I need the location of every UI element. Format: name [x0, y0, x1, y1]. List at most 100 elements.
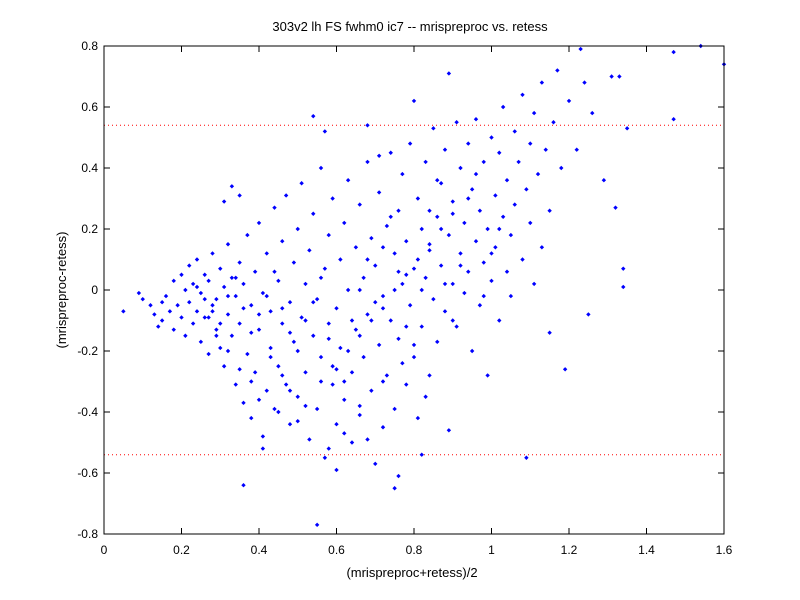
data-point — [423, 394, 428, 399]
data-point — [404, 382, 409, 387]
data-point — [508, 232, 514, 238]
data-point — [268, 345, 273, 351]
data-point — [407, 141, 413, 146]
data-point — [206, 315, 211, 320]
data-point — [311, 211, 316, 216]
data-point — [485, 373, 490, 378]
data-point — [361, 354, 366, 360]
data-point — [330, 196, 335, 201]
data-point — [404, 324, 409, 329]
data-point — [140, 296, 145, 302]
data-point — [562, 367, 568, 372]
data-point — [183, 287, 188, 293]
data-point — [342, 431, 347, 436]
data-point — [318, 165, 324, 171]
data-point — [229, 275, 235, 280]
y-axis-label: (mrispreproc-retess) — [54, 231, 69, 348]
data-point — [435, 178, 440, 183]
data-point — [586, 312, 591, 317]
data-point — [485, 226, 490, 232]
data-point — [237, 193, 242, 198]
data-point — [264, 293, 269, 299]
data-point — [152, 312, 157, 317]
data-point — [365, 123, 370, 128]
data-point — [450, 211, 455, 216]
data-point — [307, 437, 312, 442]
data-point — [396, 473, 401, 479]
data-point — [528, 220, 533, 226]
data-point — [225, 242, 231, 247]
data-point — [369, 388, 374, 393]
data-point — [438, 263, 444, 268]
data-point — [380, 245, 386, 250]
data-point — [473, 239, 479, 244]
data-point — [264, 388, 269, 393]
data-point — [314, 406, 320, 412]
data-point — [272, 269, 277, 274]
data-point — [423, 159, 428, 165]
data-point — [404, 272, 409, 277]
data-point — [225, 293, 231, 299]
data-point — [392, 486, 397, 491]
data-point — [210, 309, 215, 314]
data-point — [237, 321, 242, 326]
data-point — [423, 275, 428, 280]
data-point — [419, 287, 424, 293]
data-point — [221, 284, 227, 290]
data-point — [500, 214, 506, 219]
data-point — [249, 379, 254, 384]
data-point — [349, 318, 355, 323]
data-point — [299, 315, 304, 320]
data-point — [214, 296, 219, 302]
data-point — [276, 278, 281, 284]
data-point — [272, 406, 277, 412]
data-point — [311, 113, 316, 119]
data-point — [624, 126, 630, 131]
data-point — [365, 159, 370, 165]
data-point — [376, 153, 382, 158]
data-point — [237, 260, 242, 265]
data-point — [326, 336, 331, 341]
data-point — [326, 446, 331, 451]
data-point — [295, 418, 300, 424]
data-point — [187, 263, 192, 268]
data-point — [334, 306, 339, 311]
data-point — [353, 245, 359, 250]
data-point — [516, 159, 521, 165]
data-point — [190, 321, 196, 326]
data-point — [438, 226, 444, 232]
data-point — [280, 321, 285, 326]
data-point — [206, 351, 211, 357]
data-point — [233, 382, 238, 387]
data-point — [303, 403, 308, 409]
data-point — [489, 278, 494, 284]
data-point — [280, 373, 285, 378]
data-point — [225, 312, 231, 317]
data-point — [249, 303, 254, 308]
data-point — [206, 278, 211, 284]
data-points — [121, 43, 727, 528]
data-point — [415, 415, 421, 421]
data-point — [442, 281, 448, 287]
data-point — [497, 150, 502, 155]
x-axis-label: (mrispreproc+retess)/2 — [346, 565, 477, 580]
data-point — [400, 281, 405, 287]
data-point — [283, 382, 289, 387]
data-point — [276, 364, 281, 369]
data-point — [330, 382, 335, 387]
data-point — [303, 318, 308, 323]
data-point — [392, 287, 397, 293]
data-point — [233, 293, 238, 299]
data-point — [392, 406, 397, 412]
data-point — [551, 120, 556, 125]
data-point — [392, 251, 397, 256]
data-point — [194, 284, 200, 290]
data-point — [198, 290, 204, 296]
data-point — [218, 321, 223, 326]
data-point — [280, 239, 285, 244]
data-point — [342, 397, 347, 402]
data-point — [171, 327, 176, 332]
data-point — [621, 284, 626, 290]
data-point — [148, 303, 153, 308]
data-point — [671, 49, 676, 55]
